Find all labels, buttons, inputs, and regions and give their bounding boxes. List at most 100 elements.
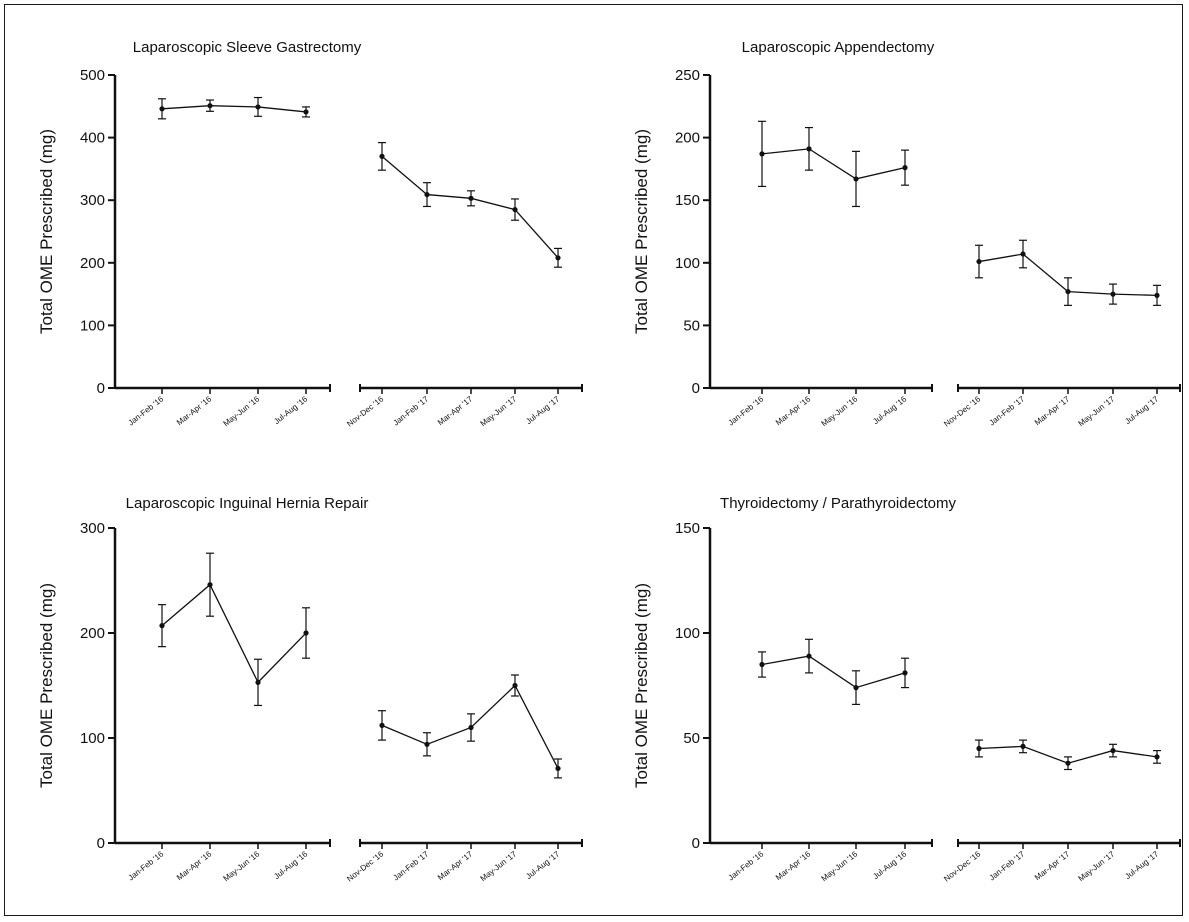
y-tick-label: 100 <box>675 255 700 272</box>
series-line <box>381 155 559 259</box>
data-point <box>1154 754 1160 760</box>
data-point <box>303 630 309 636</box>
data-point <box>424 191 430 198</box>
series-line <box>761 655 906 689</box>
x-tick-label: May-Jun '17 <box>1077 849 1117 883</box>
data-point <box>255 104 261 110</box>
x-tick-label: May-Jun '16 <box>820 849 860 883</box>
y-tick-label: 100 <box>675 625 700 642</box>
data-point <box>512 206 518 213</box>
chart-title: Laparoscopic Inguinal Hernia Repair <box>126 495 369 512</box>
x-tick-label: Jul-Aug '16 <box>871 394 908 426</box>
data-point <box>1110 291 1116 297</box>
data-point <box>1154 292 1160 298</box>
y-tick-label: 100 <box>80 730 105 747</box>
data-point <box>806 653 812 659</box>
x-tick-label: May-Jun '17 <box>479 394 519 428</box>
x-tick-label: Jul-Aug '16 <box>272 394 309 426</box>
data-point <box>468 724 474 731</box>
y-tick-label: 300 <box>80 192 105 209</box>
data-point <box>902 670 908 676</box>
y-tick-label: 0 <box>692 835 700 852</box>
y-tick-label: 150 <box>675 192 700 209</box>
x-tick-label: Jan-Feb '16 <box>727 394 766 427</box>
y-tick-label: 50 <box>683 317 700 334</box>
x-tick-label: Jan-Feb '17 <box>392 849 431 882</box>
y-axis-label: Total OME Prescribed (mg) <box>37 583 56 788</box>
data-point <box>468 195 474 201</box>
chart-panel-1: Laparoscopic Sleeve Gastrectomy Total OME… <box>37 39 583 429</box>
data-point <box>379 153 385 159</box>
x-tick-label: May-Jun '16 <box>222 394 262 428</box>
data-point <box>159 623 165 629</box>
y-tick-label: 500 <box>80 67 105 84</box>
series-line <box>161 105 307 113</box>
chart-title: Thyroidectomy / Parathyroidectomy <box>720 495 956 512</box>
chart-panel-2: Laparoscopic Appendectomy Total OME Presc… <box>632 39 1181 429</box>
y-axis-label: Total OME Prescribed (mg) <box>632 129 651 334</box>
y-tick-label: 0 <box>97 380 105 397</box>
x-tick-label: May-Jun '16 <box>820 394 860 428</box>
y-tick-label: 0 <box>692 380 700 397</box>
x-tick-label: Mar-Apr '17 <box>1033 849 1072 882</box>
x-tick-label: Mar-Apr '16 <box>774 849 813 882</box>
chart-title: Laparoscopic Sleeve Gastrectomy <box>133 39 362 56</box>
y-tick-label: 200 <box>675 130 700 147</box>
x-tick-label: Nov-Dec '16 <box>942 394 982 428</box>
data-point <box>555 255 561 261</box>
data-point <box>207 582 213 588</box>
data-point <box>207 103 213 109</box>
data-point <box>976 258 982 265</box>
x-tick-label: Nov-Dec '16 <box>345 849 385 883</box>
x-tick-label: Jul-Aug '17 <box>1123 394 1160 426</box>
data-point <box>555 765 561 772</box>
x-tick-label: Mar-Apr '17 <box>436 394 475 427</box>
data-point <box>1020 251 1026 257</box>
data-point <box>759 661 765 668</box>
x-tick-label: May-Jun '16 <box>222 849 262 883</box>
x-tick-label: Jul-Aug '17 <box>524 394 561 426</box>
y-tick-label: 150 <box>675 520 700 537</box>
y-tick-label: 50 <box>683 730 700 747</box>
x-tick-label: Nov-Dec '16 <box>345 394 385 428</box>
x-tick-label: Jul-Aug '16 <box>272 849 309 881</box>
y-axis-label: Total OME Prescribed (mg) <box>37 129 56 334</box>
x-tick-label: Mar-Apr '17 <box>1033 394 1072 427</box>
chart-panel-4: Thyroidectomy / Parathyroidectomy Total O… <box>632 495 1181 884</box>
y-tick-label: 200 <box>80 625 105 642</box>
x-tick-label: Mar-Apr '16 <box>175 394 214 427</box>
x-tick-label: Jan-Feb '17 <box>988 849 1027 882</box>
x-tick-label: Jan-Feb '17 <box>988 394 1027 427</box>
data-point <box>759 151 765 157</box>
x-tick-label: May-Jun '17 <box>479 849 519 883</box>
series-line <box>161 583 307 684</box>
y-tick-label: 0 <box>97 835 105 852</box>
data-point <box>1065 760 1071 766</box>
data-point <box>902 165 908 171</box>
data-point <box>806 146 812 152</box>
data-point <box>303 109 309 115</box>
x-tick-label: Nov-Dec '16 <box>942 849 982 883</box>
data-point <box>159 106 165 112</box>
x-tick-label: Jul-Aug '17 <box>1123 849 1160 881</box>
y-tick-label: 400 <box>80 130 105 147</box>
y-axis-label: Total OME Prescribed (mg) <box>632 583 651 788</box>
y-tick-label: 100 <box>80 317 105 334</box>
x-tick-label: Jan-Feb '16 <box>727 849 766 882</box>
x-tick-label: Mar-Apr '17 <box>436 849 475 882</box>
x-tick-label: Jan-Feb '16 <box>127 849 166 882</box>
y-tick-label: 250 <box>675 67 700 84</box>
chart-panel-3: Laparoscopic Inguinal Hernia Repair Total… <box>37 495 583 884</box>
x-tick-label: Mar-Apr '16 <box>774 394 813 427</box>
data-point <box>255 679 261 685</box>
x-tick-label: Jul-Aug '16 <box>871 849 908 881</box>
data-point <box>424 741 430 747</box>
data-point <box>512 682 518 689</box>
data-point <box>1020 743 1026 750</box>
x-tick-label: Mar-Apr '16 <box>175 849 214 882</box>
data-point <box>976 745 982 752</box>
data-point <box>1065 288 1071 295</box>
chart-title: Laparoscopic Appendectomy <box>742 39 935 56</box>
figure-frame <box>4 4 1183 916</box>
